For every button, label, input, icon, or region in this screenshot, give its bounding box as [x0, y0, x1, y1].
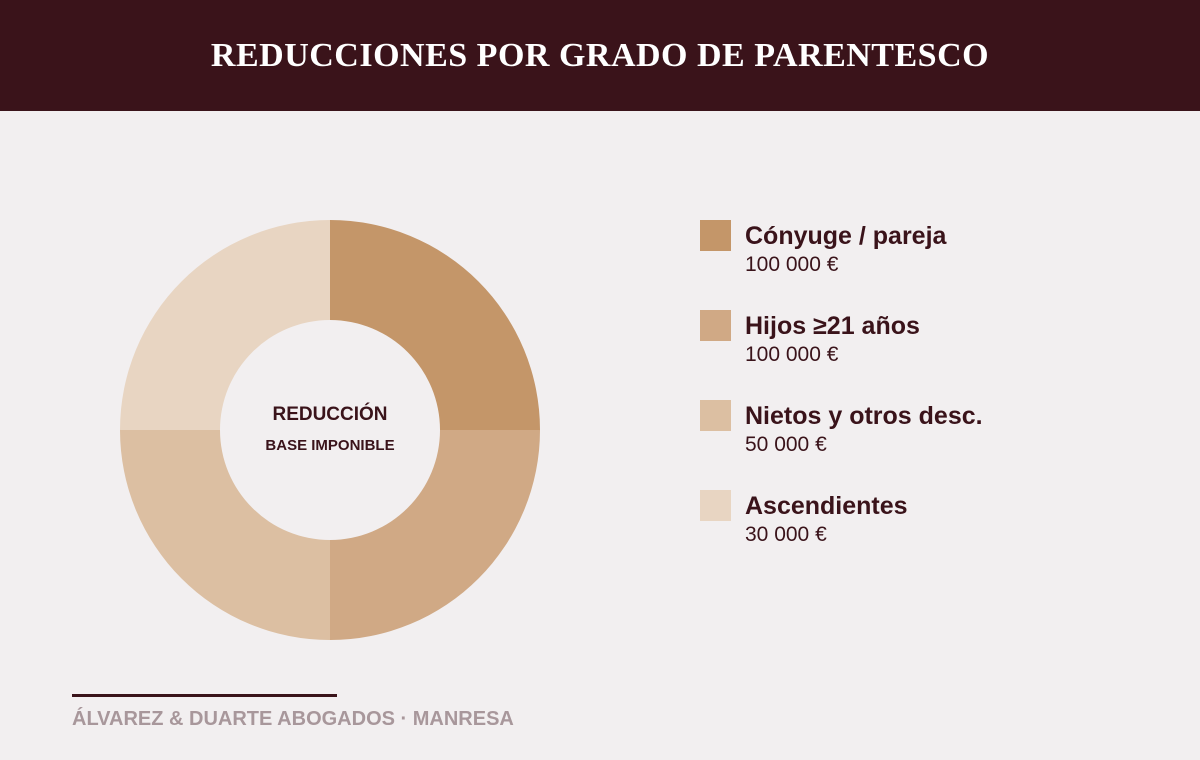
- donut-slice: [120, 430, 330, 640]
- legend-value: 100 000 €: [745, 253, 839, 276]
- page-title: REDUCCIONES POR GRADO DE PARENTESCO: [210, 36, 990, 74]
- legend-label: Hijos ≥21 años: [745, 312, 920, 340]
- donut-slices: [120, 220, 540, 640]
- legend-swatch: [700, 400, 731, 431]
- header-bar: REDUCCIONES POR GRADO DE PARENTESCO: [0, 0, 1200, 111]
- donut-slice: [120, 220, 330, 430]
- legend-value: 30 000 €: [745, 523, 827, 546]
- donut-center-sublabel: BASE IMPONIBLE: [265, 437, 395, 454]
- legend-value: 100 000 €: [745, 343, 839, 366]
- legend-value: 50 000 €: [745, 433, 827, 456]
- legend-label: Cónyuge / pareja: [745, 222, 947, 250]
- donut-center-label: REDUCCIÓN: [272, 404, 388, 425]
- footer-firm-name: ÁLVAREZ & DUARTE ABOGADOS · MANRESA: [72, 708, 514, 730]
- legend-swatch: [700, 220, 731, 251]
- footer-divider: [72, 694, 337, 697]
- donut-chart: [120, 220, 540, 640]
- donut-slice: [330, 220, 540, 430]
- legend-label: Ascendientes: [745, 492, 908, 520]
- legend-label: Nietos y otros desc.: [745, 402, 983, 430]
- donut-slice: [330, 430, 540, 640]
- legend-swatch: [700, 310, 731, 341]
- legend-swatch: [700, 490, 731, 521]
